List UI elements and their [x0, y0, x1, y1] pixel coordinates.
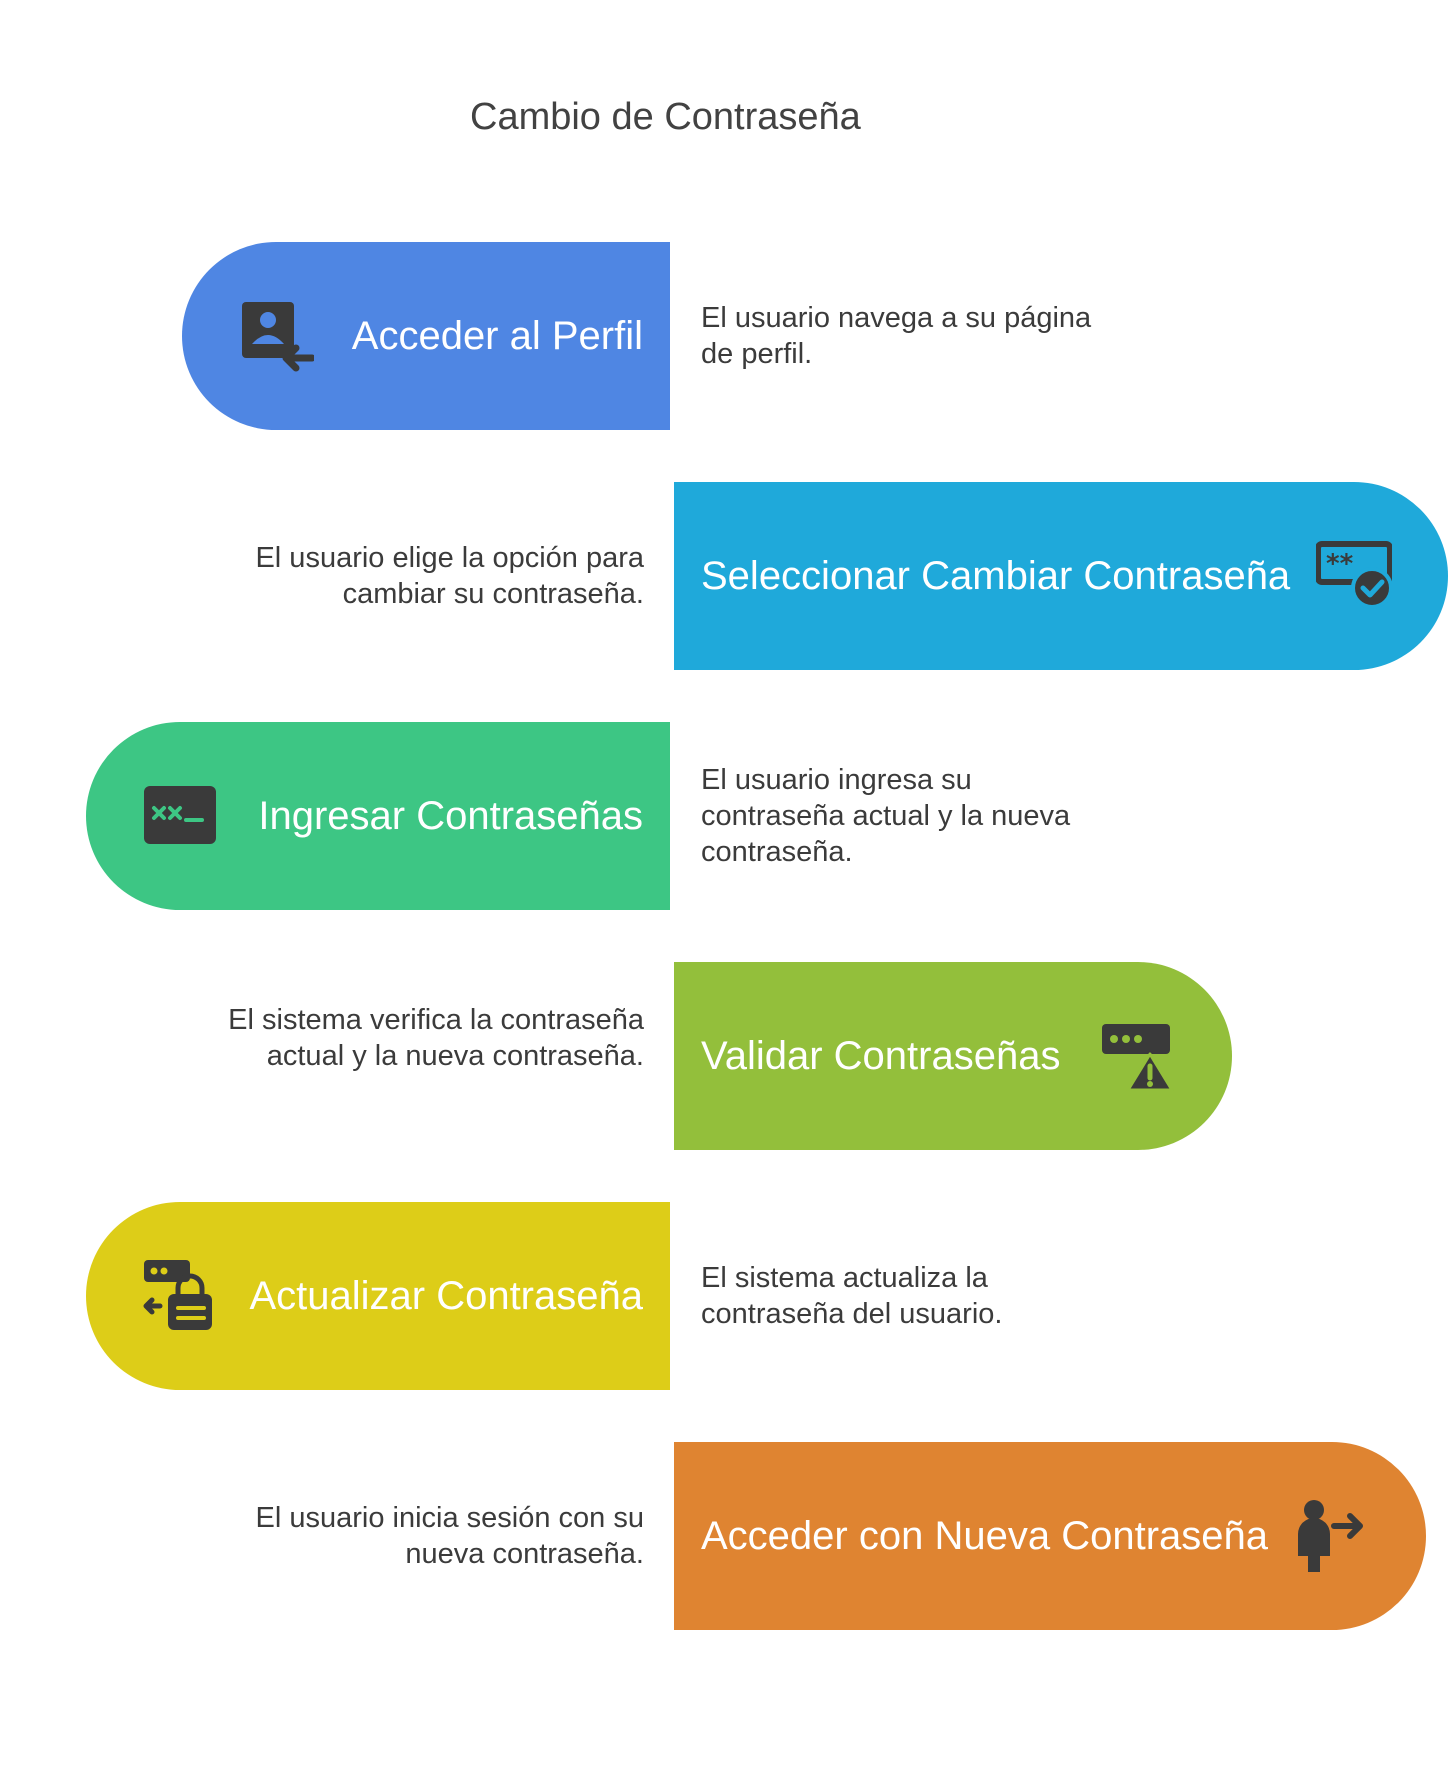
step-validar-contrasenas: Validar Contraseñas	[674, 962, 1232, 1150]
step-description: El sistema verifica la contraseña actual…	[228, 1004, 644, 1072]
step-label: Acceder con Nueva Contraseña	[701, 1513, 1268, 1558]
step-ingresar-contrasenas: Ingresar Contraseñas	[86, 722, 670, 910]
step-description: El sistema actualiza la contraseña del u…	[701, 1262, 1003, 1330]
step-description: El usuario navega a su página de perfil.	[701, 302, 1092, 370]
password-check-icon: **	[1316, 541, 1392, 609]
step-description: El usuario inicia sesión con su nueva co…	[255, 1502, 644, 1570]
step-actualizar-contrasena: Actualizar Contraseña	[86, 1202, 670, 1390]
password-warning-icon	[1102, 1024, 1174, 1092]
terminal-password-icon	[144, 786, 216, 844]
step-label: Seleccionar Cambiar Contraseña	[701, 553, 1291, 598]
step-label: Ingresar Contraseñas	[258, 793, 643, 838]
page-title: Cambio de Contraseña	[470, 96, 861, 138]
step-seleccionar-cambiar: ** Seleccionar Cambiar Contraseña	[674, 482, 1448, 670]
person-exit-icon	[1298, 1500, 1363, 1572]
user-profile-arrow-icon	[242, 302, 314, 372]
svg-text:**: **	[1326, 549, 1354, 579]
step-acceder-nueva: Acceder con Nueva Contraseña	[674, 1442, 1426, 1630]
step-acceder-perfil: Acceder al Perfil	[182, 242, 670, 430]
step-description: El usuario ingresa su contraseña actual …	[701, 764, 1071, 868]
step-label: Acceder al Perfil	[351, 313, 643, 358]
step-description: El usuario elige la opción para cambiar …	[255, 542, 644, 610]
password-lock-icon	[143, 1260, 212, 1330]
step-label: Actualizar Contraseña	[249, 1273, 643, 1318]
step-label: Validar Contraseñas	[701, 1033, 1061, 1078]
